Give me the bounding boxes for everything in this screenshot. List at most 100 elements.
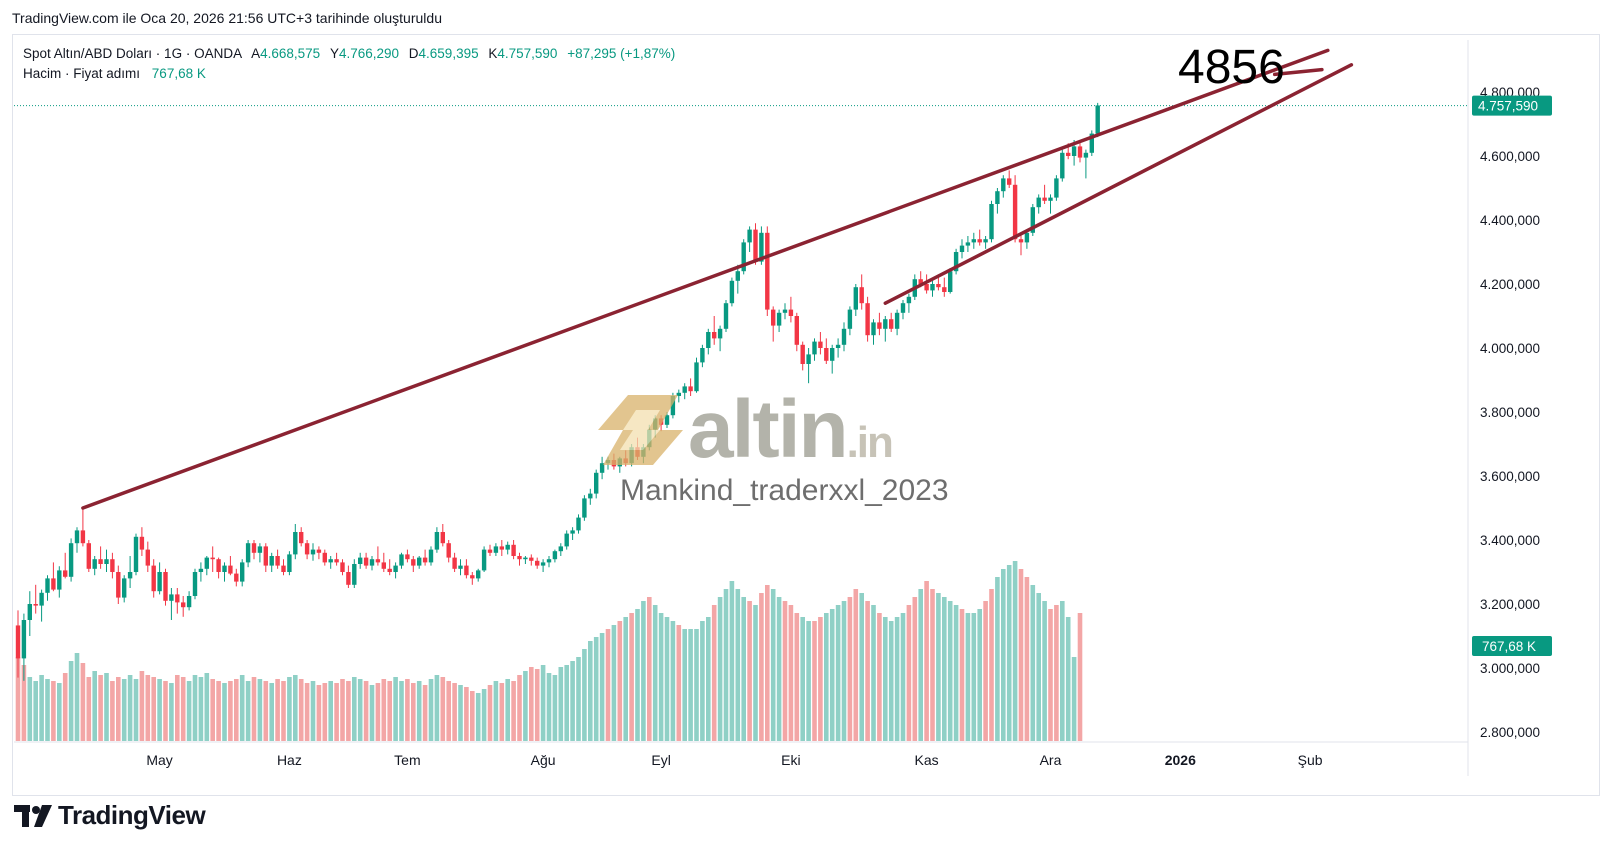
volume-bar xyxy=(1006,565,1012,741)
candle-body xyxy=(163,572,168,601)
candle-body xyxy=(706,332,711,348)
candle-body xyxy=(588,493,593,499)
volume-bar xyxy=(251,677,257,741)
candle-body xyxy=(452,557,457,569)
candle-body xyxy=(771,309,776,326)
candle-body xyxy=(1024,232,1030,243)
candle-body xyxy=(723,303,729,329)
symbol-label[interactable]: Spot Altın/ABD Doları · 1G · OANDA xyxy=(23,46,242,61)
volume-bar xyxy=(1042,601,1047,741)
candle-body xyxy=(977,239,982,243)
volume-bar xyxy=(222,683,227,741)
volume-bar xyxy=(151,677,156,741)
candle-body xyxy=(316,549,322,553)
candle-body xyxy=(139,536,145,550)
candle-body xyxy=(299,532,304,544)
volume-bar xyxy=(641,601,646,741)
volume-bar xyxy=(157,679,162,741)
candle-body xyxy=(505,544,510,550)
volume-bar xyxy=(841,601,847,741)
candle-body xyxy=(21,620,27,659)
trendline[interactable] xyxy=(81,48,1330,510)
trendline[interactable] xyxy=(1272,67,1324,77)
volume-bar xyxy=(511,681,516,741)
volume-bar xyxy=(570,661,575,741)
volume-bar xyxy=(139,671,145,741)
volume-bar xyxy=(346,681,351,741)
high-label: Y xyxy=(329,46,339,61)
candle-body xyxy=(806,354,811,364)
volume-bar xyxy=(558,667,564,741)
candle-body xyxy=(369,559,375,566)
volume-bar xyxy=(1030,585,1036,741)
candle-body xyxy=(759,232,764,262)
close-value: 4.757,590 xyxy=(497,46,558,61)
volume-bar xyxy=(782,601,788,741)
volume-label[interactable]: Hacim · Fiyat adımı xyxy=(23,66,141,81)
candle-body xyxy=(765,232,770,310)
candle-body xyxy=(812,341,817,355)
volume-bar xyxy=(534,669,540,741)
candle-body xyxy=(670,396,676,416)
trendline[interactable] xyxy=(883,63,1354,305)
candle-body xyxy=(387,568,392,572)
candle-body xyxy=(328,559,333,563)
candle-body xyxy=(959,245,965,252)
volume-bar xyxy=(470,691,475,741)
volume-bar xyxy=(717,597,723,741)
candle-body xyxy=(133,536,139,572)
low-label: D xyxy=(408,46,419,61)
candle-body xyxy=(68,543,74,577)
candle-body xyxy=(717,328,723,339)
price-tick-label: 4.600,000 xyxy=(1480,149,1540,164)
candle-body xyxy=(304,543,310,555)
candle-body xyxy=(45,578,50,593)
volume-bar xyxy=(824,613,829,741)
tradingview-logo[interactable]: TradingView xyxy=(14,800,206,831)
volume-bar xyxy=(363,681,369,741)
volume-bar xyxy=(422,685,428,741)
candle-body xyxy=(865,303,870,336)
volume-bar xyxy=(735,589,741,741)
volume-bar xyxy=(163,681,168,741)
volume-bar xyxy=(706,617,711,741)
volume-bar xyxy=(245,681,251,741)
volume-bar xyxy=(652,605,658,741)
candle-body xyxy=(192,572,198,596)
candle-body xyxy=(399,554,404,566)
candle-body xyxy=(529,557,534,561)
candle-body xyxy=(818,341,823,348)
volume-bar xyxy=(564,665,569,741)
volume-bar xyxy=(133,679,139,741)
candle-body xyxy=(240,562,245,582)
close-label: K xyxy=(488,46,498,61)
price-annotation[interactable]: 4856 xyxy=(1178,41,1285,94)
volume-bar xyxy=(1054,605,1059,741)
volume-bar xyxy=(812,621,817,741)
price-tick-label: 4.200,000 xyxy=(1480,277,1540,292)
volume-bar xyxy=(57,683,62,741)
volume-bar xyxy=(576,657,581,741)
candle-body xyxy=(871,322,876,336)
candle-body xyxy=(1012,184,1018,240)
low-value: 4.659,395 xyxy=(418,46,479,61)
candle-body xyxy=(523,557,528,560)
volume-bar xyxy=(340,679,345,741)
candle-body xyxy=(340,562,345,572)
candle-body xyxy=(782,309,788,313)
volume-bar xyxy=(995,577,1000,741)
volume-bar xyxy=(192,675,198,741)
candle-body xyxy=(422,557,428,563)
price-tick-label: 3.600,000 xyxy=(1480,469,1540,484)
volume-bar xyxy=(776,597,782,741)
candle-body xyxy=(216,559,221,572)
volume-bar xyxy=(316,685,322,741)
volume-bar xyxy=(458,685,463,741)
volume-bar xyxy=(741,597,746,741)
candle-body xyxy=(157,572,162,592)
candle-body xyxy=(741,242,746,272)
candle-body xyxy=(251,543,257,553)
volume-bar xyxy=(977,609,982,741)
candle-body xyxy=(688,386,693,392)
